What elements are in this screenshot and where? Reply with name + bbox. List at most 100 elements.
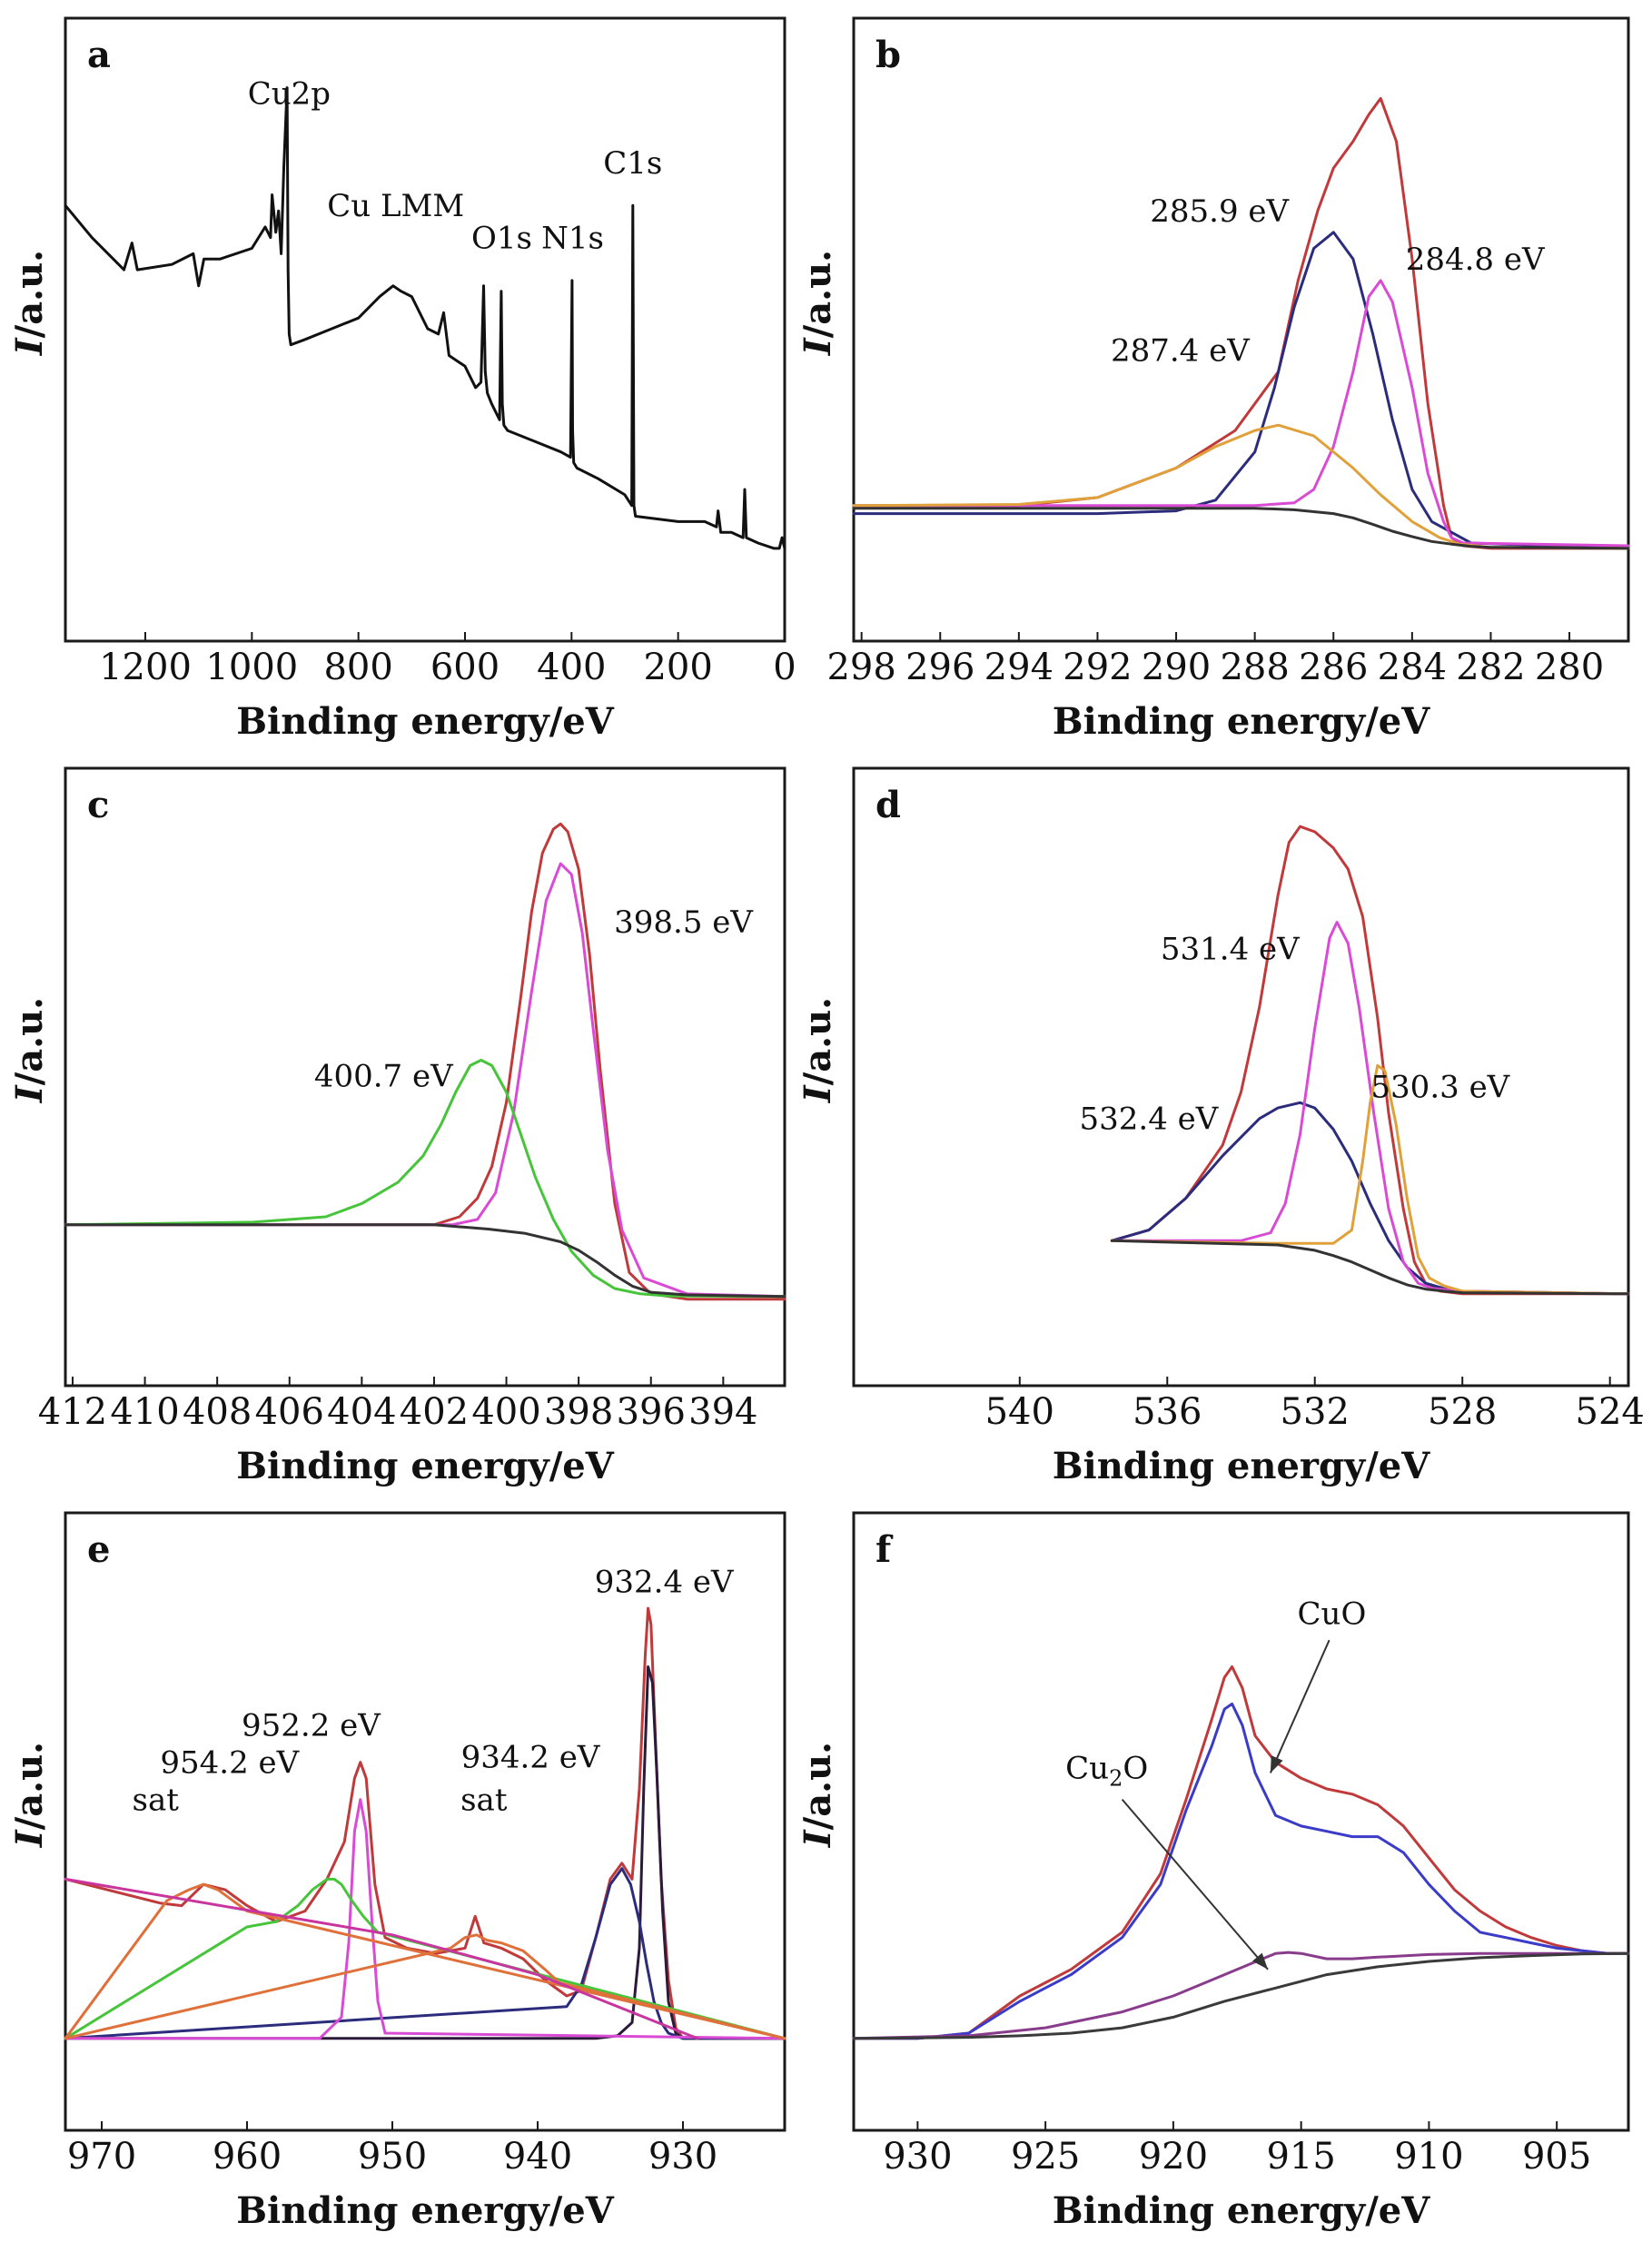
x-tick-label: 528 [1428,1391,1497,1433]
panel-c: 412 410 408 406 404 402 400 398 396 394 Binding en… [8,766,786,1487]
peak-annotation: 934.2 eV [461,1740,601,1776]
series-line [852,1702,1630,2040]
peak-annotation: CuO [1298,1596,1367,1633]
x-tick-label: 292 [1063,647,1132,688]
plot-frame [64,16,786,643]
x-tick-label: 400 [471,1391,540,1433]
series-line [64,1877,699,2040]
series-line [64,1059,786,1299]
x-tick-label: 930 [883,2136,952,2178]
x-tick-label: 200 [643,647,712,688]
x-tick-label: 406 [255,1391,324,1433]
panel-letter: b [875,34,901,76]
series-line [852,279,1630,548]
peak-annotation: 530.3 eV [1370,1069,1510,1105]
x-tick-label: 396 [617,1391,686,1433]
x-tick-label: 402 [400,1391,469,1433]
series-line [852,96,1630,550]
series-line [1110,921,1630,1296]
x-tick-label: 280 [1535,647,1604,688]
peak-annotation: 531.4 eV [1161,931,1301,967]
x-axis-label: Binding energy/eV [1053,1445,1431,1487]
x-axis-label: Binding energy/eV [1053,700,1431,743]
series-line [64,1867,786,2040]
series-line [1110,1239,1630,1296]
peak-annotation: C1s [603,145,662,182]
x-tick-label: 400 [537,647,606,688]
x-tick-label: 915 [1266,2136,1335,2178]
panel-b: 298 296 294 292 290 288 286 284 282 280 Binding en… [796,16,1630,743]
x-tick-label: 536 [1133,1391,1202,1433]
series-line [64,1933,786,2040]
series-line [64,1877,786,2040]
peak-annotation: sat [133,1782,180,1818]
peak-annotation: 285.9 eV [1150,193,1290,230]
x-tick-label: 910 [1394,2136,1463,2178]
peak-annotation: sat [460,1782,508,1818]
y-axis-label: I/a.u. [8,997,51,1103]
panel-letter: e [87,1528,110,1571]
x-tick-label: 404 [327,1391,396,1433]
x-tick-label: 394 [688,1391,757,1433]
x-tick-label: 540 [985,1391,1054,1433]
series-line [64,1223,786,1299]
series-line [64,1798,786,2040]
x-tick-label: 930 [648,2136,717,2178]
panel-e: 970 960 950 940 930 Binding energy/eV I/a.u. e 9… [8,1511,786,2232]
series-line [64,862,786,1299]
panel-f: 930 925 920 915 910 905 Binding energy/eV I/a.u… [796,1511,1630,2232]
x-tick-label: 925 [1011,2136,1080,2178]
series-line [852,1665,1630,2040]
x-axis-label: Binding energy/eV [1053,2189,1431,2232]
x-tick-label: 296 [905,647,974,688]
plot-frame [852,16,1630,643]
series-line [64,86,786,550]
arrow-head [1270,1755,1283,1773]
series-line [64,1606,786,2040]
peak-annotation: 287.4 eV [1111,332,1251,369]
peak-annotation: 954.2 eV [160,1744,300,1781]
panel-letter: c [87,784,109,826]
x-tick-label: 298 [826,647,895,688]
x-tick-label: 970 [67,2136,136,2178]
panel-letter: a [87,34,111,76]
x-tick-label: 920 [1139,2136,1208,2178]
x-tick-label: 600 [430,647,500,688]
peak-annotation: Cu2O [1065,1750,1148,1791]
peak-annotation: N1s [541,221,604,257]
x-tick-label: 398 [544,1391,613,1433]
x-tick-label: 960 [213,2136,282,2178]
x-tick-label: 408 [183,1391,252,1433]
peak-annotation: Cu2p [248,75,331,112]
x-tick-label: 410 [110,1391,179,1433]
y-axis-label: I/a.u. [8,1742,51,1848]
series-line [852,231,1630,550]
x-axis-label: Binding energy/eV [236,700,615,743]
x-tick-label: 286 [1299,647,1368,688]
plot-frame [852,1511,1630,2132]
panel-a: 1200 1000 800 600 400 200 0 Binding energy/eV I/… [8,16,796,743]
x-tick-label: 282 [1456,647,1525,688]
x-tick-label: 1000 [205,647,298,688]
plot-frame [852,766,1630,1388]
series-line [1110,825,1630,1296]
arrow-head [1252,1952,1269,1970]
series-line [852,1951,1630,2040]
panel-letter: f [875,1528,894,1571]
x-axis-label: Binding energy/eV [236,1445,615,1487]
peak-annotation: O1s [471,221,532,257]
series-line [1110,1063,1630,1296]
x-tick-label: 532 [1281,1391,1350,1433]
x-tick-label: 1200 [99,647,192,688]
panel-letter: d [875,784,901,826]
y-axis-label: I/a.u. [796,997,839,1103]
x-tick-label: 294 [984,647,1054,688]
x-tick-label: 284 [1378,647,1447,688]
series-line [852,1951,1630,2040]
x-tick-label: 800 [323,647,392,688]
peak-annotation: 400.7 eV [314,1059,454,1095]
y-axis-label: I/a.u. [796,1742,839,1848]
x-tick-label: 290 [1142,647,1211,688]
x-tick-label: 288 [1220,647,1289,688]
series-line [852,507,1630,550]
